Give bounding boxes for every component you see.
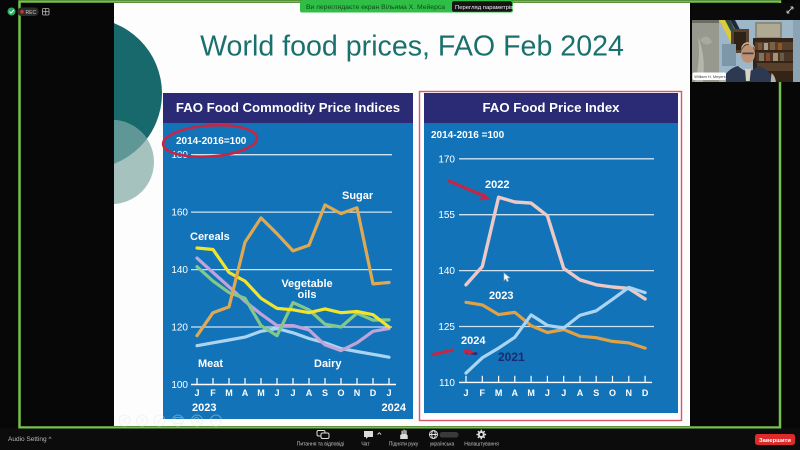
svg-text:155: 155 <box>438 210 455 221</box>
svg-text:J: J <box>386 388 391 398</box>
svg-text:S: S <box>593 388 599 398</box>
svg-text:M: M <box>495 388 503 398</box>
svg-text:J: J <box>194 388 199 398</box>
svg-text:Питання та відповіді: Питання та відповіді <box>297 441 344 447</box>
svg-text:2024: 2024 <box>461 335 486 347</box>
svg-text:2014-2016=100: 2014-2016=100 <box>176 136 247 147</box>
svg-text:Vegetable: Vegetable <box>281 278 332 290</box>
svg-text:oils: oils <box>298 289 317 301</box>
svg-text:D: D <box>642 388 649 398</box>
svg-text:A: A <box>306 388 313 398</box>
svg-text:M: M <box>225 388 233 398</box>
svg-text:N: N <box>354 388 361 398</box>
svg-text:Завершити: Завершити <box>759 438 791 444</box>
svg-text:J: J <box>290 388 295 398</box>
svg-text:S: S <box>322 388 328 398</box>
svg-text:120: 120 <box>171 323 188 334</box>
svg-text:Ви переглядаєте екран Вільяма: Ви переглядаєте екран Вільяма Х. Мейерса <box>306 3 445 11</box>
svg-text:2021: 2021 <box>498 350 525 364</box>
svg-text:REC: REC <box>26 10 37 16</box>
svg-text:Підняти руку: Підняти руку <box>389 441 419 447</box>
svg-text:William H. Meyers: William H. Meyers <box>694 74 725 79</box>
svg-text:A: A <box>512 388 519 398</box>
svg-text:Dairy: Dairy <box>314 358 342 370</box>
svg-text:170: 170 <box>438 154 455 165</box>
svg-text:M: M <box>257 388 265 398</box>
svg-text:Sugar: Sugar <box>342 190 374 202</box>
svg-text:O: O <box>609 388 616 398</box>
svg-text:Чат: Чат <box>361 441 370 447</box>
svg-text:D: D <box>370 388 377 398</box>
svg-text:J: J <box>561 388 566 398</box>
svg-text:140: 140 <box>438 266 455 277</box>
svg-text:J: J <box>274 388 279 398</box>
svg-text:J: J <box>463 388 468 398</box>
svg-text:125: 125 <box>438 322 455 333</box>
svg-text:2023: 2023 <box>192 402 216 414</box>
svg-text:українська: українська <box>430 441 455 447</box>
svg-text:Налаштування: Налаштування <box>464 441 499 447</box>
svg-text:160: 160 <box>171 208 188 219</box>
svg-text:2023: 2023 <box>489 290 513 302</box>
svg-text:Meat: Meat <box>198 358 223 370</box>
svg-text:A: A <box>577 388 584 398</box>
svg-text:2014-2016 =100: 2014-2016 =100 <box>431 130 505 141</box>
svg-text:M: M <box>527 388 535 398</box>
svg-text:Cereals: Cereals <box>190 231 230 243</box>
svg-text:A: A <box>242 388 249 398</box>
svg-text:2022: 2022 <box>485 179 509 191</box>
svg-text:World food prices, FAO Feb 202: World food prices, FAO Feb 2024 <box>200 31 624 63</box>
svg-text:J: J <box>545 388 550 398</box>
svg-text:100: 100 <box>171 380 188 391</box>
svg-text:110: 110 <box>439 378 455 389</box>
svg-text:Перегляд параметрів: Перегляд параметрів <box>455 5 513 11</box>
svg-text:F: F <box>210 388 216 398</box>
svg-text:N: N <box>626 388 633 398</box>
svg-text:FAO Food Commodity Price Indic: FAO Food Commodity Price Indices <box>176 100 400 115</box>
svg-text:Audio Setting ^: Audio Setting ^ <box>8 436 52 443</box>
svg-text:O: O <box>337 388 344 398</box>
svg-text:2024: 2024 <box>382 402 407 414</box>
svg-text:F: F <box>480 388 486 398</box>
svg-text:FAO Food Price Index: FAO Food Price Index <box>482 100 620 115</box>
svg-text:140: 140 <box>171 265 188 276</box>
